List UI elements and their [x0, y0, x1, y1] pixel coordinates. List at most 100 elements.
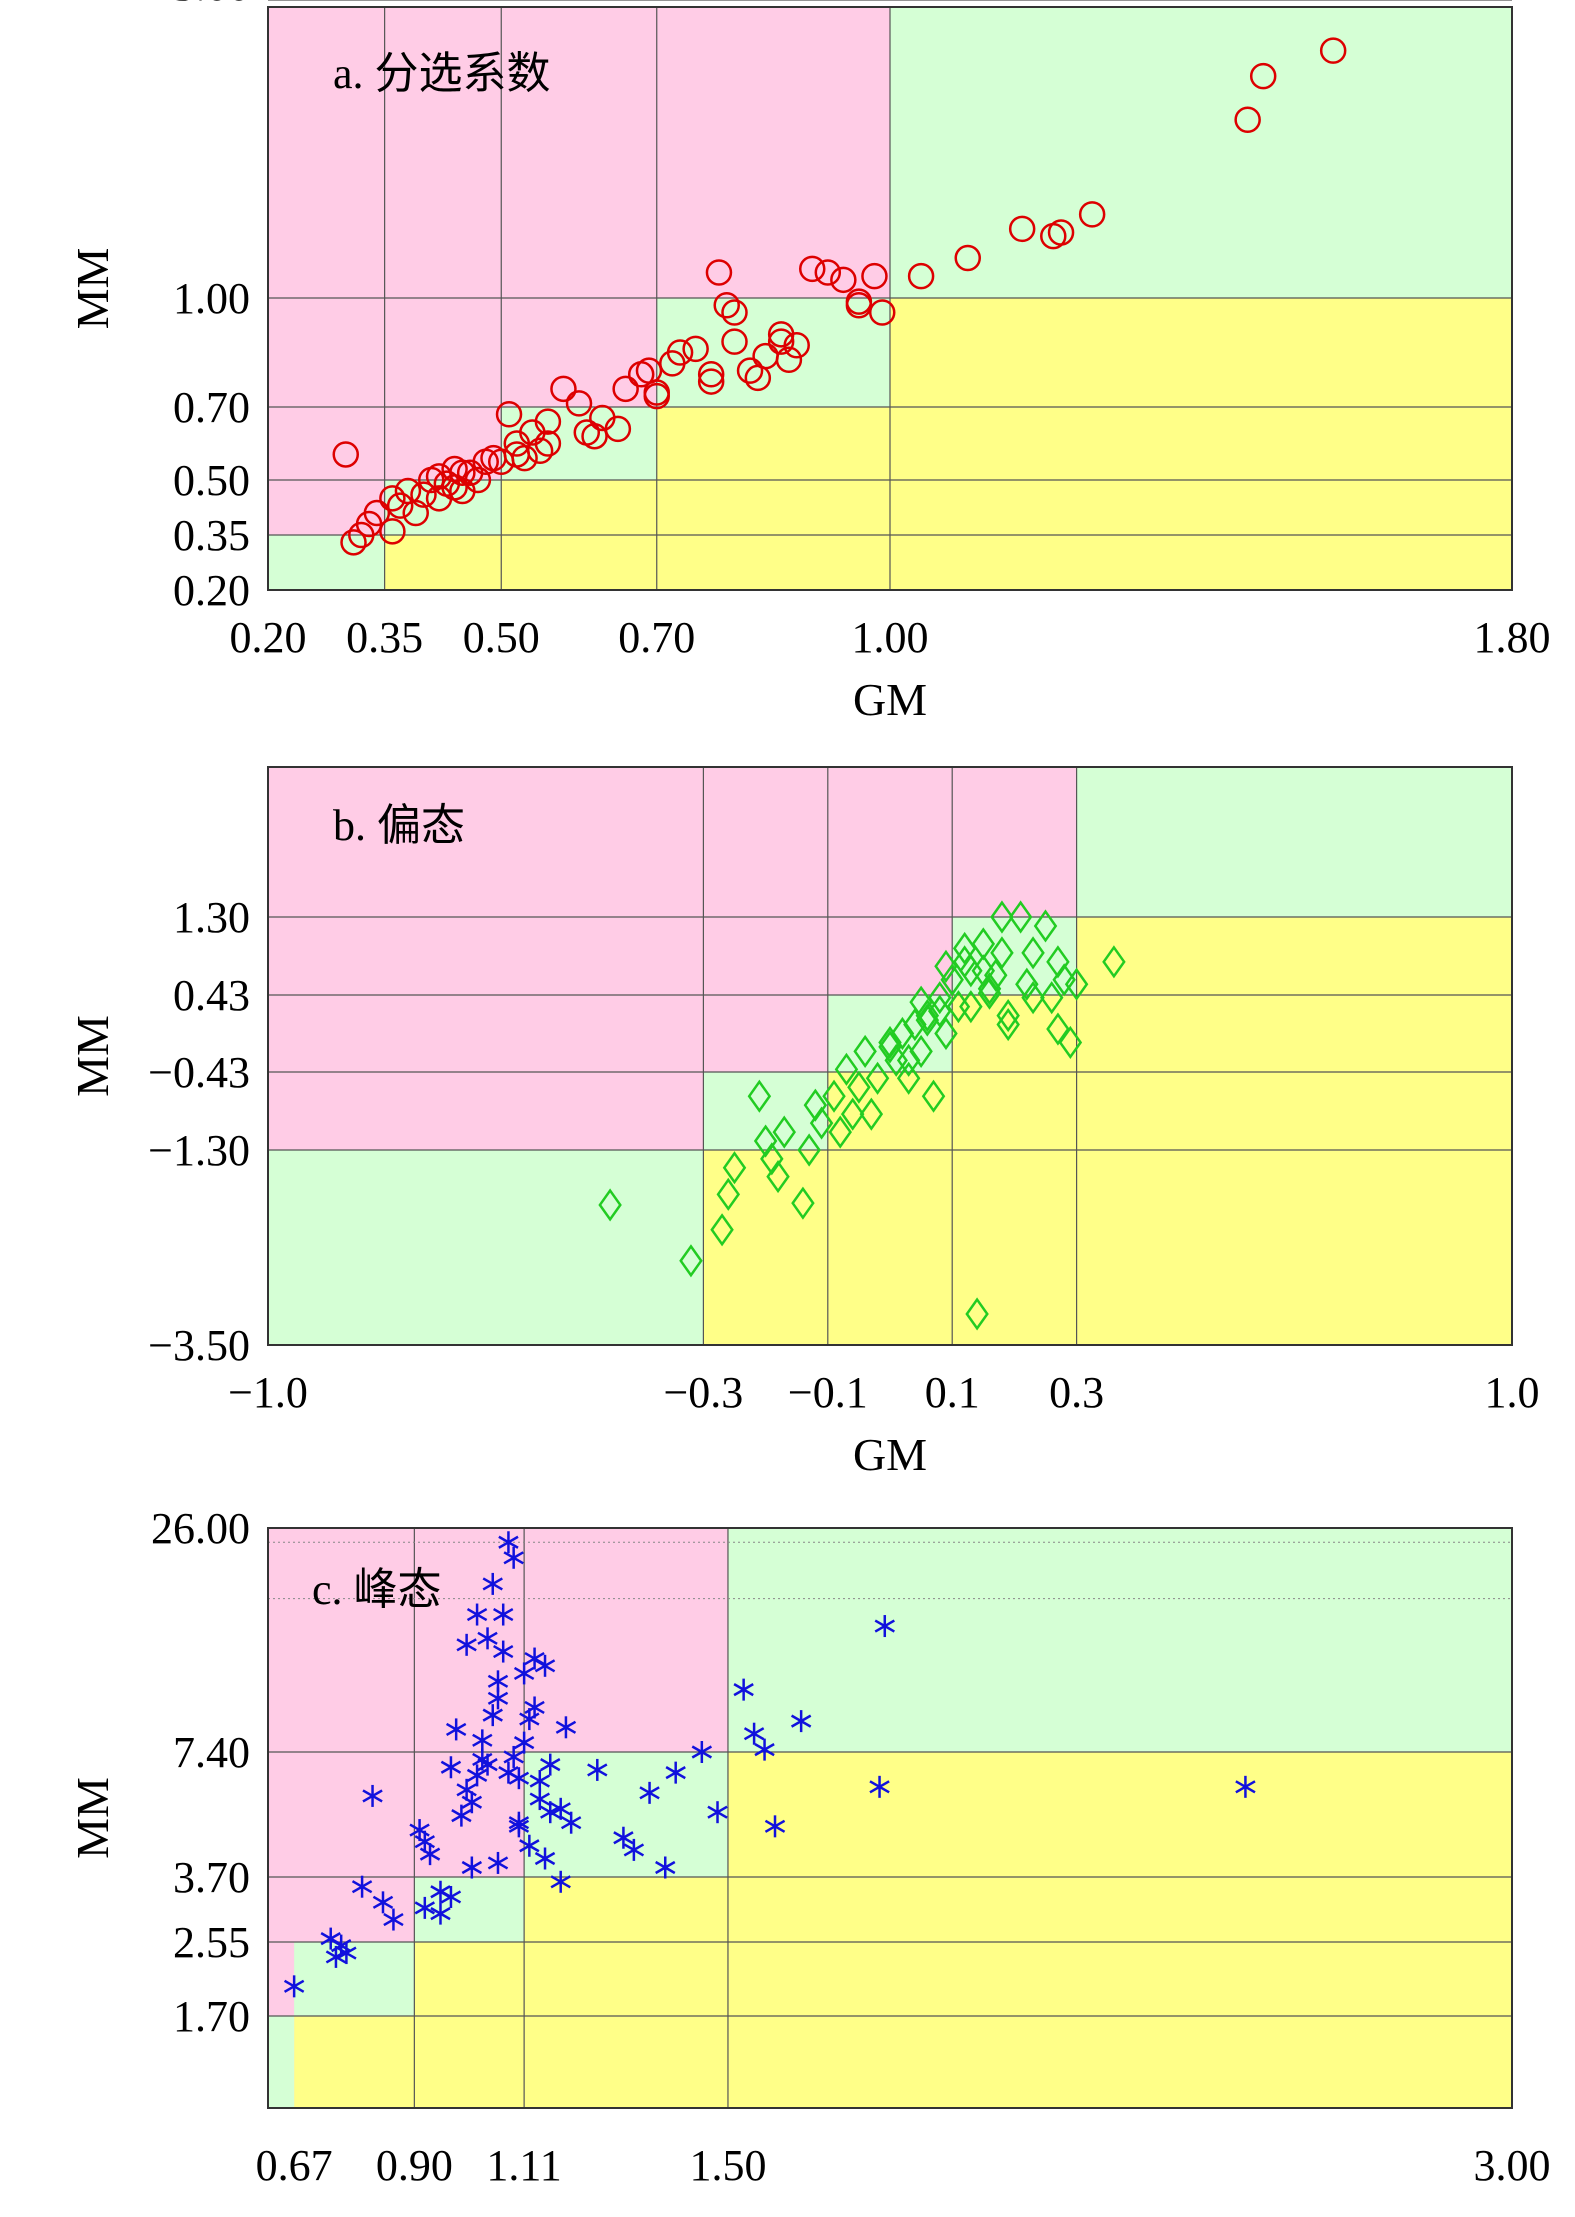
data-point [493, 1603, 514, 1626]
data-point [623, 1838, 645, 1861]
x-axis-label: GM [853, 1429, 927, 1480]
x-axis-label: GM [853, 674, 927, 725]
data-point [466, 1603, 488, 1626]
data-point [1008, 900, 1033, 934]
data-point [524, 1647, 545, 1670]
data-point [971, 927, 996, 961]
data-point [814, 259, 842, 286]
x-tick-label: 0.67 [256, 2141, 333, 2190]
x-tick-label: 1.0 [1485, 1368, 1540, 1417]
data-point [954, 244, 981, 272]
data-point [495, 401, 523, 428]
data-point [868, 299, 896, 326]
plot-frame [267, 1527, 1513, 2109]
zone-yellow [952, 995, 1512, 1072]
data-point [456, 1633, 477, 1656]
y-tick-label: 0.50 [173, 456, 250, 505]
x-tick-label: 0.35 [346, 613, 423, 662]
data-point [666, 339, 694, 366]
data-point [874, 1615, 895, 1638]
data-point [996, 999, 1020, 1033]
data-point [451, 1804, 472, 1827]
data-point [834, 1052, 859, 1086]
data-point [336, 1942, 357, 1965]
data-point [853, 1034, 877, 1068]
y-tick-label: 0.20 [173, 566, 250, 615]
data-point [643, 379, 670, 406]
data-point [519, 1834, 540, 1857]
data-point [1078, 201, 1106, 228]
data-point [682, 335, 709, 363]
data-point [466, 1764, 488, 1787]
data-point [461, 1856, 483, 1879]
data-point [946, 990, 971, 1024]
data-point [340, 529, 367, 556]
data-point [540, 1801, 561, 1824]
y-tick-label: 0.35 [173, 511, 250, 560]
data-point [691, 1741, 713, 1763]
data-point [472, 1729, 493, 1752]
data-point [550, 1870, 571, 1893]
data-point [940, 963, 964, 997]
data-point [482, 1704, 503, 1727]
grid-layer [268, 0, 1512, 1345]
data-point [705, 259, 733, 286]
data-point [665, 1761, 686, 1784]
zone-yellow [524, 1877, 1512, 1942]
x-tick-label: 0.90 [376, 2141, 453, 2190]
data-point [589, 404, 616, 432]
data-point [550, 1797, 571, 1820]
data-point [1235, 1775, 1256, 1798]
data-point [783, 331, 810, 359]
data-point [915, 999, 940, 1033]
y-tick-label: 26.00 [151, 1504, 250, 1553]
x-tick-label: 3.00 [1474, 2141, 1551, 2190]
data-point [550, 375, 577, 403]
data-point [1064, 967, 1089, 1001]
data-point [907, 262, 935, 290]
data-point [477, 1627, 498, 1650]
y-axis-label: MM [67, 248, 118, 330]
data-point [952, 931, 977, 965]
x-tick-label: 1.80 [1474, 613, 1551, 662]
data-point [414, 1896, 435, 1919]
grid-layer [268, 1528, 1512, 2108]
x-tick-label: −1.0 [228, 1368, 308, 1417]
data-point [351, 1875, 373, 1898]
x-tick-label: 0.20 [230, 613, 307, 662]
chart-title: c. 峰态 [312, 1565, 442, 1614]
data-point [402, 499, 429, 527]
data-point [713, 292, 740, 319]
data-point [534, 430, 562, 457]
data-point [430, 1902, 451, 1925]
data-points [598, 900, 1126, 1331]
data-point [529, 1770, 550, 1793]
data-point [747, 1079, 772, 1113]
zone-yellow [501, 480, 1512, 535]
data-point [560, 1811, 582, 1834]
data-point [721, 328, 748, 355]
data-point [890, 1016, 915, 1051]
data-point [859, 1097, 884, 1131]
data-point [379, 485, 406, 512]
data-point [766, 1160, 790, 1194]
x-tick-label: 0.1 [925, 1368, 980, 1417]
data-point [928, 981, 952, 1015]
x-tick-label: −0.3 [663, 1368, 743, 1417]
y-tick-label: −1.30 [148, 1126, 250, 1175]
data-point [613, 1826, 634, 1849]
data-point [1021, 981, 1045, 1015]
y-tick-label: 0.43 [173, 971, 250, 1020]
data-point [840, 1097, 865, 1131]
data-point [697, 368, 725, 395]
x-tick-label: 1.00 [852, 613, 929, 662]
chart-panel-0: 0.20 0.35 0.50 0.70 1.00 1.80 0.20 0.35 0.50 0.70… [67, 6, 1551, 725]
zone-layer [268, 1528, 1513, 2108]
chart-panel-1: −1.0 −0.3 −0.1 0.1 0.3 1.0 −3.50 −1.30 −0.43 0.43… [67, 0, 1540, 1480]
y-tick-label: −0.43 [148, 1048, 250, 1097]
chart-panel-2: 0.67 0.90 1.11 1.50 3.00 1.70 2.55 3.70 7.40 26.0… [67, 1504, 1551, 2217]
y-tick-label: 3.70 [173, 1853, 250, 1902]
data-point [464, 466, 492, 494]
data-point [372, 1891, 394, 1914]
